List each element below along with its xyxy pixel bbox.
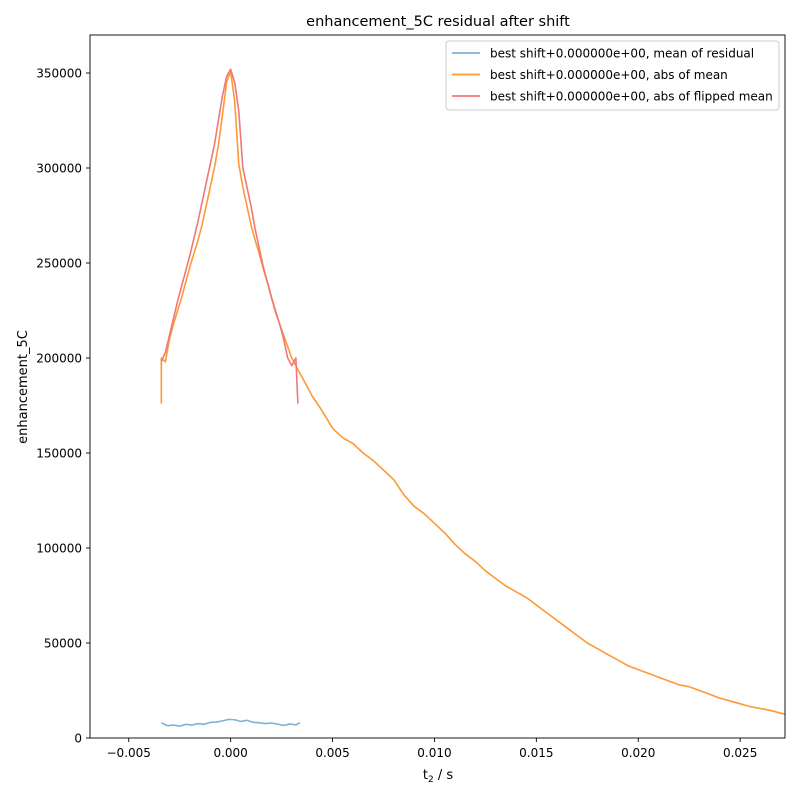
plot-frame bbox=[89, 34, 786, 739]
legend-label-2: best shift+0.000000e+00, abs of mean bbox=[490, 68, 728, 82]
x-tick-label: 0.015 bbox=[519, 746, 553, 760]
y-axis-ticks: 0 50000 100000 150000 200000 250000 300000 3500… bbox=[36, 67, 90, 746]
legend: best shift+0.000000e+00, mean of residua… bbox=[445, 40, 780, 111]
x-tick-label: 0.025 bbox=[723, 746, 757, 760]
chart-title: enhancement_5C residual after shift bbox=[306, 14, 570, 30]
series-line-1 bbox=[160, 718, 301, 728]
series-layer bbox=[160, 68, 786, 728]
x-axis-label-subscript: 2 bbox=[428, 775, 434, 785]
y-axis-label: enhancement_5C bbox=[16, 330, 31, 444]
y-tick-label: 50000 bbox=[44, 637, 82, 651]
x-tick-label: 0.020 bbox=[621, 746, 655, 760]
x-tick-label: 0.000 bbox=[213, 746, 247, 760]
series-line-2 bbox=[160, 70, 786, 716]
y-tick-label: 350000 bbox=[36, 67, 82, 81]
y-tick-label: 250000 bbox=[36, 257, 82, 271]
x-axis-ticks: −0.005 0.000 0.005 0.010 0.015 0.020 0.025 bbox=[107, 738, 757, 760]
y-tick-label: 0 bbox=[74, 732, 82, 746]
x-axis-label: t2 / s bbox=[423, 768, 453, 785]
x-axis-label-unit: / s bbox=[434, 768, 454, 783]
y-tick-label: 100000 bbox=[36, 542, 82, 556]
y-tick-label: 150000 bbox=[36, 447, 82, 461]
x-axis-label-main: t bbox=[423, 768, 428, 783]
x-tick-label: 0.005 bbox=[315, 746, 349, 760]
series-line-3 bbox=[160, 68, 299, 404]
legend-box bbox=[445, 40, 780, 111]
legend-label-3: best shift+0.000000e+00, abs of flipped … bbox=[490, 90, 773, 104]
x-tick-label: 0.010 bbox=[417, 746, 451, 760]
x-tick-label: −0.005 bbox=[107, 746, 151, 760]
y-tick-label: 300000 bbox=[36, 162, 82, 176]
legend-label-1: best shift+0.000000e+00, mean of residua… bbox=[490, 47, 754, 61]
y-tick-label: 200000 bbox=[36, 352, 82, 366]
